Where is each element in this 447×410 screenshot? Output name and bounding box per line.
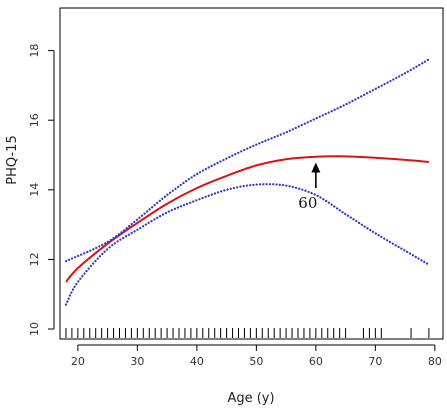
x-axis: 20 30 40 50 60 70 80 [71, 344, 442, 368]
y-axis: 10 12 14 16 18 [28, 44, 55, 336]
x-tick-label: 20 [71, 355, 85, 368]
x-tick-label: 30 [130, 355, 144, 368]
y-tick-label: 14 [28, 183, 41, 197]
y-tick-label: 10 [28, 322, 41, 336]
lower-ci-line [64, 183, 430, 306]
x-tick-label: 80 [428, 355, 442, 368]
y-tick-label: 16 [28, 113, 41, 127]
x-tick-label: 70 [368, 355, 382, 368]
y-axis-title: PHQ-15 [5, 135, 20, 184]
plot-frame [59, 7, 444, 340]
series-group [64, 58, 430, 306]
estimate-line [65, 155, 429, 283]
rug-marks [65, 328, 430, 338]
x-tick-label: 60 [309, 355, 323, 368]
x-axis-title: Age (y) [227, 391, 274, 406]
y-tick-label: 12 [28, 252, 41, 266]
annotation-arrow-head [311, 162, 321, 173]
upper-ci-line [64, 58, 430, 263]
x-tick-label: 40 [190, 355, 204, 368]
annotation: 60 [298, 162, 321, 212]
y-tick-label: 18 [28, 44, 41, 58]
annotation-label: 60 [298, 194, 317, 212]
x-tick-label: 50 [249, 355, 263, 368]
